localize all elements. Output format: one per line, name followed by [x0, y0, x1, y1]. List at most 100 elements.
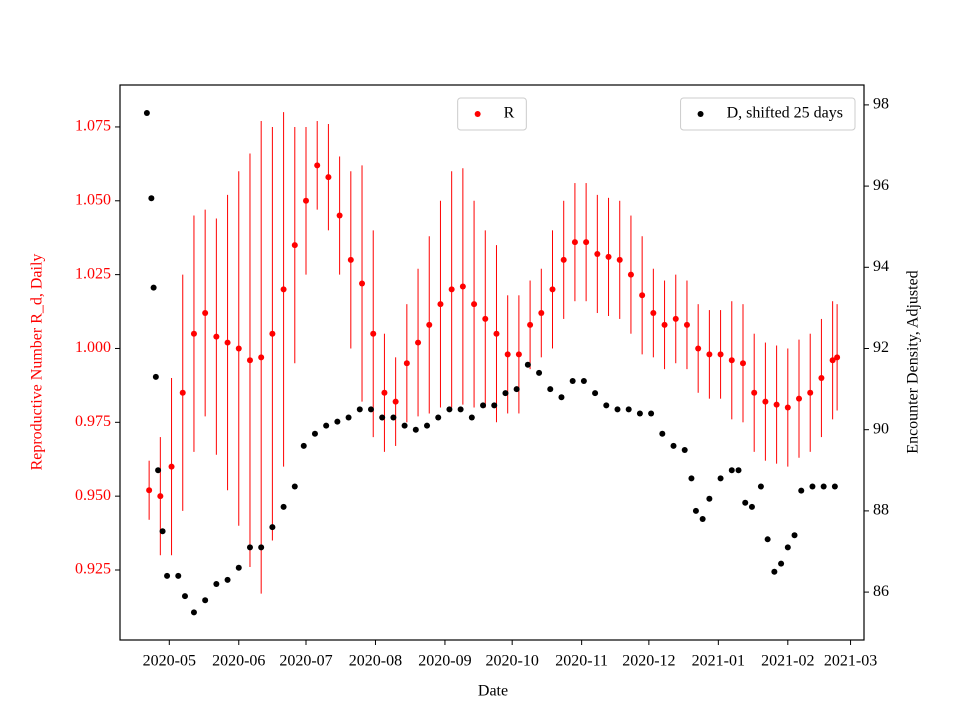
point [614, 406, 621, 413]
point [688, 475, 695, 482]
point [359, 280, 366, 287]
point [627, 271, 634, 278]
point [784, 544, 791, 551]
x-tick-label: 2020-08 [349, 653, 402, 670]
point [291, 483, 298, 490]
x-tick-label: 2020-06 [212, 653, 265, 670]
point [742, 499, 749, 506]
point [739, 360, 746, 367]
plot-frame [119, 84, 865, 641]
y2-tick-label: 96 [873, 177, 889, 194]
point [771, 568, 778, 575]
point [594, 250, 601, 257]
point [603, 402, 610, 409]
point [157, 493, 164, 500]
point [728, 467, 735, 474]
point [809, 483, 816, 490]
point [323, 422, 330, 429]
point [695, 345, 702, 352]
point [491, 402, 498, 409]
legend-marker [474, 111, 481, 117]
point [148, 195, 155, 202]
point [347, 256, 354, 263]
point [735, 467, 742, 474]
legend-label: R [504, 105, 515, 122]
point [412, 426, 419, 433]
point [345, 414, 352, 421]
point [748, 503, 755, 510]
y2-tick-label: 98 [873, 96, 889, 113]
point [303, 197, 309, 204]
point [311, 430, 318, 437]
y-tick-label: 0.950 [75, 487, 111, 504]
y-tick-label: 0.925 [75, 561, 111, 578]
point [415, 339, 422, 346]
point [482, 315, 489, 322]
x-tick-label: 2020-07 [279, 653, 332, 670]
point [670, 442, 677, 449]
point [502, 390, 509, 397]
point [807, 389, 814, 396]
point [625, 406, 632, 413]
point [831, 483, 838, 490]
point [818, 375, 825, 382]
point [235, 345, 242, 352]
point [571, 239, 578, 246]
point [513, 386, 520, 393]
x-tick-label: 2020-11 [555, 653, 608, 670]
legend-label: D, shifted 25 days [727, 105, 843, 122]
point [784, 404, 791, 411]
point [699, 516, 706, 523]
point [661, 321, 668, 328]
point [269, 330, 276, 337]
point [681, 446, 688, 453]
point [300, 442, 307, 449]
point [390, 414, 397, 421]
point [558, 394, 565, 401]
point [650, 310, 657, 317]
point [403, 360, 410, 367]
point [202, 310, 209, 317]
point [401, 422, 408, 429]
point [168, 463, 175, 470]
point [549, 286, 556, 293]
point [246, 357, 253, 364]
y2-axis-label: Encounter Density, Adjusted [905, 270, 922, 453]
point [683, 321, 690, 328]
point [356, 406, 363, 413]
point [706, 495, 713, 502]
point [179, 389, 186, 396]
point [258, 544, 265, 551]
point [457, 406, 464, 413]
y2-tick-label: 94 [873, 258, 889, 275]
point [435, 414, 442, 421]
point [592, 390, 599, 397]
point [246, 544, 253, 551]
point [778, 560, 785, 567]
point [605, 253, 612, 260]
point [280, 503, 287, 510]
point [146, 487, 153, 494]
point [538, 310, 545, 317]
y-tick-label: 1.000 [75, 339, 111, 356]
point [468, 414, 475, 421]
point [379, 414, 386, 421]
point [560, 256, 567, 263]
y-tick-label: 1.050 [75, 191, 111, 208]
point [773, 401, 780, 408]
point [798, 487, 805, 494]
point [155, 467, 162, 474]
point [672, 315, 679, 322]
point [459, 283, 466, 290]
point [152, 373, 159, 380]
point [235, 564, 242, 571]
point [143, 110, 150, 117]
point [426, 321, 433, 328]
y-tick-label: 1.075 [75, 118, 111, 135]
point [706, 351, 713, 358]
x-tick-label: 2020-12 [622, 653, 675, 670]
point [224, 576, 231, 583]
point [764, 536, 771, 543]
point [446, 406, 453, 413]
